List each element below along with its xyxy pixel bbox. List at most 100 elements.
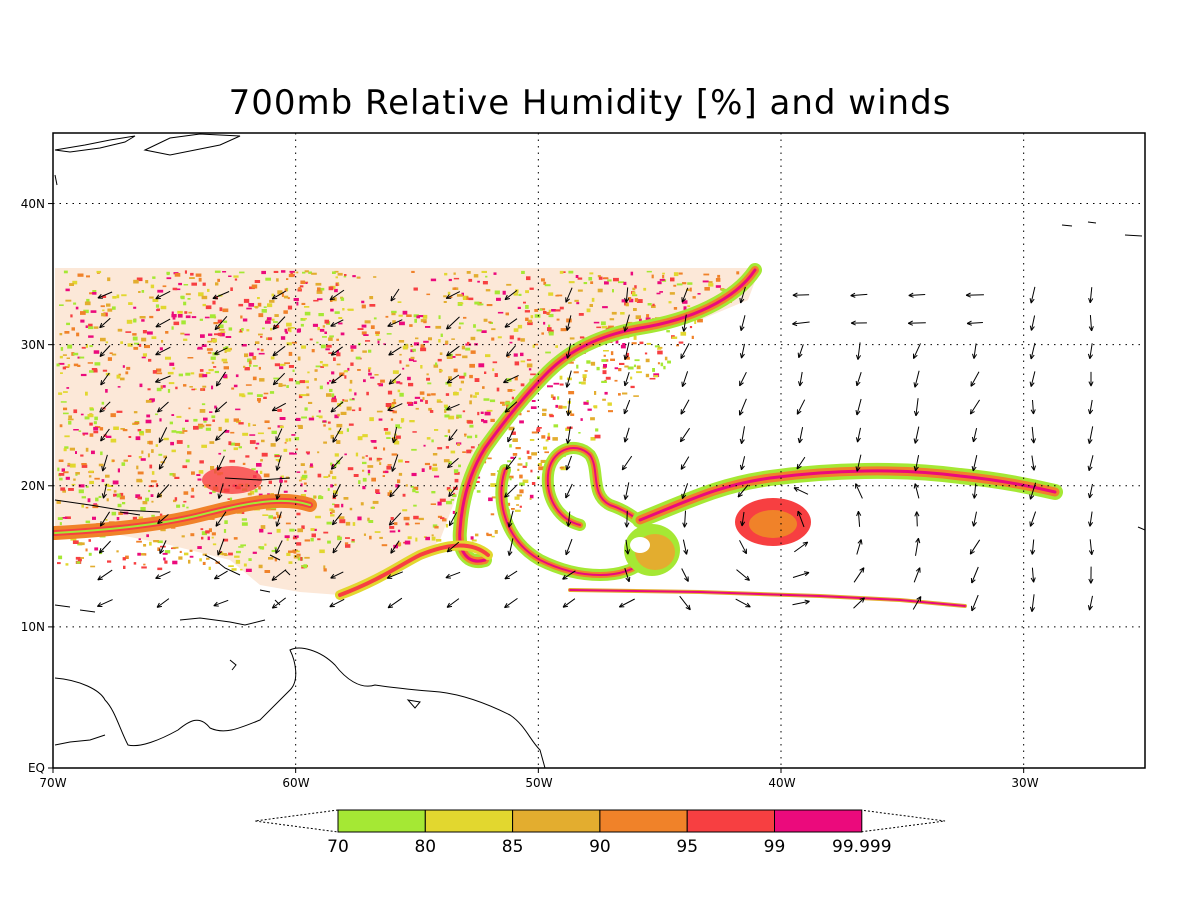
wind-arrow [1029, 371, 1036, 387]
chart-title: 700mb Relative Humidity [%] and winds [229, 83, 952, 123]
wind-arrow [272, 372, 286, 386]
colorbar-label: 99.999 [832, 837, 891, 857]
wind-arrow [739, 286, 746, 304]
wind-arrow [681, 314, 687, 332]
wind-arrow [214, 315, 228, 331]
wind-arrow [1029, 315, 1036, 331]
wind-arrow [505, 345, 516, 357]
wind-arrow [275, 455, 282, 471]
colorbar-label: 80 [414, 837, 436, 857]
wind-arrow [330, 346, 343, 356]
wind-arrow [217, 538, 225, 556]
wind-arrow [680, 343, 690, 360]
wind-arrow [679, 595, 691, 611]
wind-arrow [739, 540, 747, 555]
wind-arrow [850, 292, 868, 298]
wind-arrow [565, 370, 572, 388]
wind-arrow [448, 429, 458, 442]
wind-arrow [855, 398, 862, 416]
colorbar-left-extension [254, 809, 339, 833]
wind-arrow [215, 511, 227, 527]
wind-arrow [971, 594, 979, 612]
wind-arrow [681, 287, 689, 303]
wind-arrow [389, 484, 401, 498]
wind-arrow [507, 427, 515, 443]
wind-arrow [272, 316, 286, 330]
wind-arrow [1088, 566, 1094, 584]
wind-arrow [972, 343, 978, 359]
wind-arrow [217, 483, 224, 499]
wind-arrow [855, 454, 862, 472]
wind-arrow [1029, 342, 1036, 360]
wind-arrow [99, 401, 111, 413]
wind-arrow [1088, 287, 1094, 304]
wind-arrow [100, 428, 110, 442]
y-tick-label: 30N [21, 338, 45, 352]
wind-arrow [797, 510, 805, 528]
wind-arrow [624, 287, 630, 303]
wind-arrow [388, 373, 402, 385]
colorbar-label: 85 [502, 837, 524, 857]
y-tick-label: EQ [28, 761, 45, 775]
wind-arrow [913, 426, 920, 444]
wind-arrow [101, 454, 108, 472]
wind-arrow [331, 512, 342, 526]
x-tick-label: 70W [39, 776, 66, 790]
x-tick-label: 50W [525, 776, 552, 790]
wind-arrow [1030, 539, 1036, 555]
wind-arrow [215, 429, 227, 441]
wind-arrow [565, 287, 573, 303]
wind-arrow [797, 344, 804, 359]
colorbar-label: 90 [589, 837, 611, 857]
wind-arrow [99, 317, 111, 329]
x-tick-labels: 70W 60W 50W 40W 30W [39, 776, 1038, 790]
wind-arrow [679, 427, 691, 443]
wind-arrow [623, 427, 630, 443]
wind-arrow [446, 403, 460, 411]
wind-arrow [798, 371, 804, 387]
wind-arrow [215, 371, 227, 387]
coastlines [54, 133, 1145, 768]
wind-arrow [680, 399, 690, 415]
wind-arrow [446, 345, 460, 357]
colorbar-box [686, 809, 776, 833]
wind-arrow [212, 291, 230, 300]
wind-arrow [213, 570, 228, 580]
humidity-band-arc [53, 263, 1063, 608]
wind-arrow [621, 455, 633, 471]
wind-arrow [796, 399, 806, 415]
wind-arrow [97, 291, 113, 299]
wind-arrow [913, 370, 920, 388]
wind-arrow [504, 597, 518, 609]
wind-arrow [100, 372, 110, 386]
wind-arrow [507, 510, 514, 528]
wind-arrow [446, 598, 460, 608]
wind-arrow [971, 511, 977, 527]
colorbar-box [512, 809, 601, 833]
wind-arrow [914, 511, 920, 527]
wind-arrow [1029, 482, 1037, 500]
wind-arrow [330, 374, 343, 384]
wind-arrow [1088, 315, 1094, 332]
wind-arrow [275, 428, 283, 442]
wind-arrow [159, 540, 167, 554]
wind-arrow [98, 540, 111, 554]
wind-arrow [739, 426, 745, 444]
wind-arrow [682, 539, 689, 555]
wind-arrow [682, 510, 688, 528]
wind-arrow [738, 398, 747, 416]
wind-arrow [330, 401, 344, 413]
wind-arrow [565, 343, 572, 359]
wind-arrow [624, 568, 631, 583]
wind-arrow [739, 456, 746, 471]
wind-arrow [1087, 455, 1094, 472]
wind-arrow [856, 510, 862, 527]
wind-arrow [624, 539, 630, 555]
wind-arrow [99, 345, 111, 357]
wind-arrow [966, 320, 983, 326]
wind-arrow [1030, 399, 1036, 415]
wind-arrow [388, 346, 402, 356]
wind-arrow [740, 511, 746, 527]
wind-arrow [853, 597, 865, 609]
wind-arrow [332, 427, 342, 443]
